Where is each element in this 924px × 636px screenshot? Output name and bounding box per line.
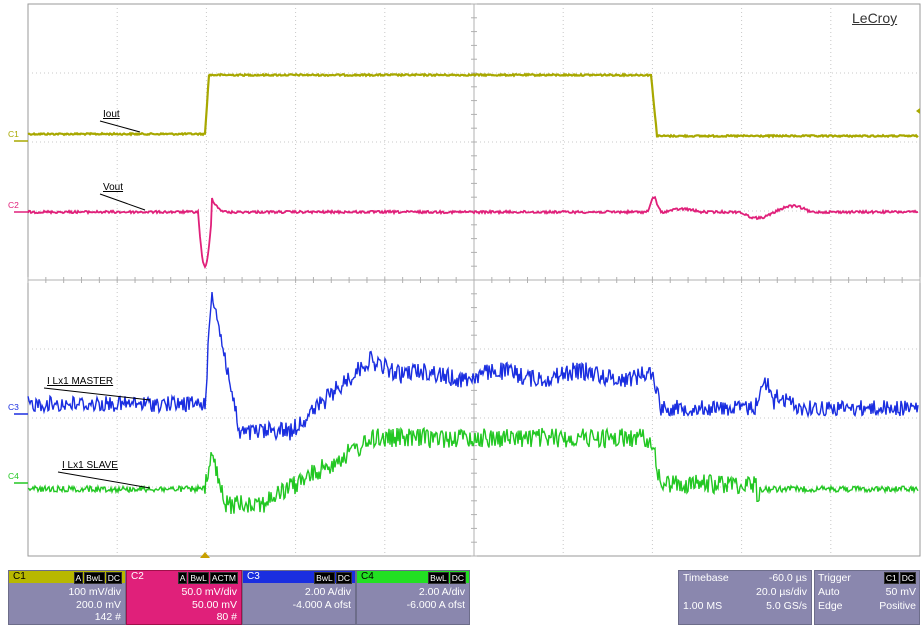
trigger-coupling-badge: DC: [899, 572, 916, 584]
timebase-label: Timebase: [683, 572, 729, 584]
trigger-panel[interactable]: Trigger C1 DC Auto 50 mV Edge Positive: [814, 570, 920, 625]
trigger-label: Trigger: [818, 572, 851, 584]
channel-marker: C4: [8, 471, 19, 481]
label-leader: [99, 193, 146, 211]
channel-header: C2 A BwL ACTM: [127, 571, 241, 584]
channel-marker: C3: [8, 402, 19, 412]
timebase-samples: 1.00 MS: [683, 600, 723, 612]
label-leader: [43, 387, 151, 401]
channel-scale: 2.00 A/div: [418, 586, 465, 598]
channel-offset: 50.00 mV: [192, 598, 237, 611]
timebase-delay: -60.0 µs: [768, 572, 807, 584]
grid: [27, 3, 921, 557]
flag-badge: ACTM: [209, 572, 238, 584]
trigger-time-marker: [200, 552, 210, 558]
waveform-slave: [27, 426, 919, 514]
flag-badge: BwL: [188, 572, 209, 584]
channel-sweeps: 80 #: [216, 611, 237, 623]
waveform-label: Iout: [103, 109, 120, 120]
waveform-label: Vout: [103, 182, 123, 193]
channel-header: C3 BwL DC: [243, 571, 355, 584]
trigger-slope: Positive: [879, 600, 916, 612]
channel-panel-c4[interactable]: C4 BwL DC 2.00 A/div -6.000 A ofst: [356, 570, 470, 625]
flag-badge: A: [177, 572, 188, 584]
flag-badge: BwL: [428, 572, 449, 584]
flag-badge: DC: [335, 572, 352, 584]
waveform-label: I Lx1 MASTER: [47, 376, 113, 387]
channel-header: C1 A BwL DC: [9, 571, 125, 584]
flag-badge: BwL: [314, 572, 335, 584]
brand-logo: LeCroy: [852, 10, 898, 26]
channel-offset: 200.0 mV: [76, 598, 121, 611]
channel-name: C1: [13, 571, 26, 582]
waveform-vout: [27, 195, 919, 269]
flag-badge: DC: [105, 572, 122, 584]
flag-badge: DC: [449, 572, 466, 584]
trigger-mode: Auto: [818, 586, 840, 598]
channel-panel-c1[interactable]: C1 A BwL DC 100 mV/div 200.0 mV 142 #: [8, 570, 126, 625]
oscilloscope-plot: Iout Vout I Lx1 MASTER I Lx1 SLAVE C1 C2 C3 C4: [8, 3, 921, 558]
channel-scale: 100 mV/div: [68, 586, 121, 598]
channel-marker: C2: [8, 200, 19, 210]
channel-name: C3: [247, 571, 260, 582]
channel-name: C2: [131, 571, 144, 582]
channel-scale: 50.0 mV/div: [181, 586, 237, 598]
timebase-scale: 20.0 µs/div: [756, 586, 807, 598]
channel-marker: C1: [8, 129, 19, 139]
waveform-label: I Lx1 SLAVE: [62, 460, 118, 471]
channel-panel-c3[interactable]: C3 BwL DC 2.00 A/div -4.000 A ofst: [242, 570, 356, 625]
channel-scale: 2.00 A/div: [304, 586, 351, 598]
channel-name: C4: [361, 571, 374, 582]
flag-badge: BwL: [84, 572, 105, 584]
channel-offset: -4.000 A ofst: [292, 598, 351, 611]
trigger-source-badge: C1: [883, 572, 899, 584]
waveforms: [27, 72, 919, 514]
timebase-rate: 5.0 GS/s: [766, 600, 807, 612]
channel-offset: -6.000 A ofst: [406, 598, 465, 611]
channel-sweeps: 142 #: [94, 611, 121, 623]
channel-header: C4 BwL DC: [357, 571, 469, 584]
label-leader: [57, 471, 151, 489]
flag-badge: A: [73, 572, 84, 584]
waveform-master: [27, 292, 919, 442]
waveform-iout: [27, 72, 919, 139]
timebase-panel[interactable]: Timebase -60.0 µs 20.0 µs/div 1.00 MS 5.…: [678, 570, 812, 625]
channel-panel-c2[interactable]: C2 A BwL ACTM 50.0 mV/div 50.00 mV 80 #: [126, 570, 242, 625]
trigger-type: Edge: [818, 600, 843, 612]
trigger-level-marker: [916, 108, 920, 114]
waveform-labels: Iout Vout I Lx1 MASTER I Lx1 SLAVE C1 C2 C3 C4: [8, 108, 920, 558]
trigger-level: 50 mV: [885, 586, 916, 598]
label-leader: [99, 120, 141, 133]
